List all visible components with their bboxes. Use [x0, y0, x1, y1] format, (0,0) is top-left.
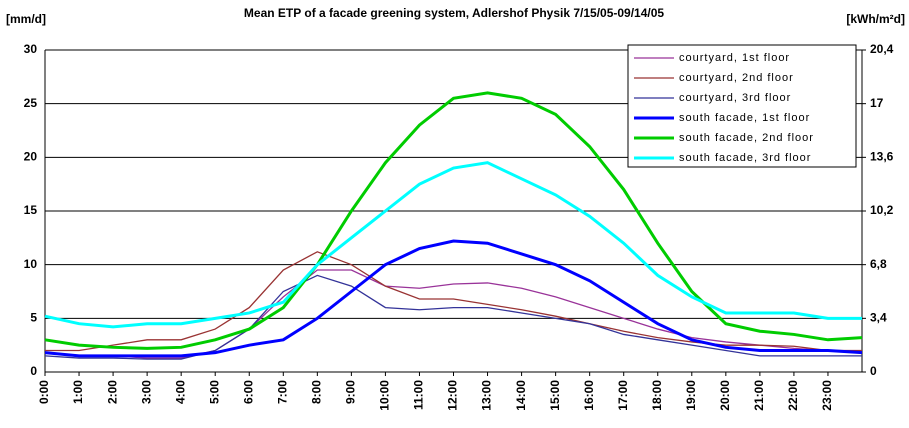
legend-label: courtyard, 1st floor [679, 52, 790, 64]
legend-label: south facade, 3rd floor [679, 152, 811, 164]
x-tick-label: 16:00 [582, 380, 596, 411]
x-tick-label: 3:00 [139, 380, 153, 404]
y-tick-label: 10 [24, 257, 38, 271]
x-tick-label: 21:00 [752, 380, 766, 411]
series-line [44, 269, 863, 359]
x-tick-label: 2:00 [105, 380, 119, 404]
x-tick-label: 9:00 [344, 380, 358, 404]
series-line [45, 251, 862, 352]
x-tick-label: 12:00 [446, 380, 460, 411]
x-tick-label: 22:00 [786, 380, 800, 411]
y-tick-label: 25 [24, 96, 38, 110]
legend-box [627, 44, 857, 168]
y2-tick-label: 17 [870, 96, 884, 110]
x-tick-label: 18:00 [650, 380, 664, 411]
series-line [44, 91, 863, 350]
chart-title: Mean ETP of a facade greening system, Ad… [244, 6, 665, 20]
legend-label: courtyard, 2nd floor [679, 72, 794, 84]
x-tick-label: 1:00 [71, 380, 85, 404]
x-tick-label: 10:00 [378, 380, 392, 411]
x-tick-label: 13:00 [480, 380, 494, 411]
y2-tick-label: 10,2 [870, 203, 894, 217]
y2-tick-label: 13,6 [870, 150, 894, 164]
x-tick-label: 6:00 [241, 380, 255, 404]
x-tick-label: 17:00 [616, 380, 630, 411]
series-line [44, 161, 862, 329]
y-tick-label: 30 [24, 42, 38, 56]
y-tick-label: 5 [30, 311, 37, 325]
series-line [44, 239, 863, 358]
x-tick-label: 0:00 [37, 380, 51, 404]
x-tick-label: 8:00 [310, 380, 324, 404]
x-tick-label: 19:00 [684, 380, 698, 411]
y-axis-label: [mm/d] [6, 12, 46, 26]
y2-axis-label: [kWh/m²d] [846, 12, 905, 26]
legend-label: south facade, 2nd floor [679, 132, 814, 144]
y2-tick-label: 6,8 [870, 257, 887, 271]
y2-tick-label: 20,4 [870, 42, 894, 56]
y2-tick-label: 0 [870, 364, 877, 378]
x-tick-label: 11:00 [412, 380, 426, 410]
x-tick-label: 7:00 [275, 380, 289, 404]
x-tick-label: 4:00 [173, 380, 187, 404]
y-tick-label: 0 [30, 364, 37, 378]
x-tick-label: 20:00 [718, 380, 732, 411]
x-tick-label: 14:00 [514, 380, 528, 411]
y2-tick-label: 3,4 [870, 311, 887, 325]
x-tick-label: 23:00 [820, 380, 834, 411]
x-tick-label: 5:00 [207, 380, 221, 404]
series-line [44, 274, 862, 360]
legend-label: south facade, 1st floor [679, 112, 810, 124]
y-tick-label: 15 [24, 203, 38, 217]
legend-label: courtyard, 3rd floor [679, 92, 791, 104]
y-tick-label: 20 [24, 150, 38, 164]
x-tick-label: 15:00 [548, 380, 562, 411]
